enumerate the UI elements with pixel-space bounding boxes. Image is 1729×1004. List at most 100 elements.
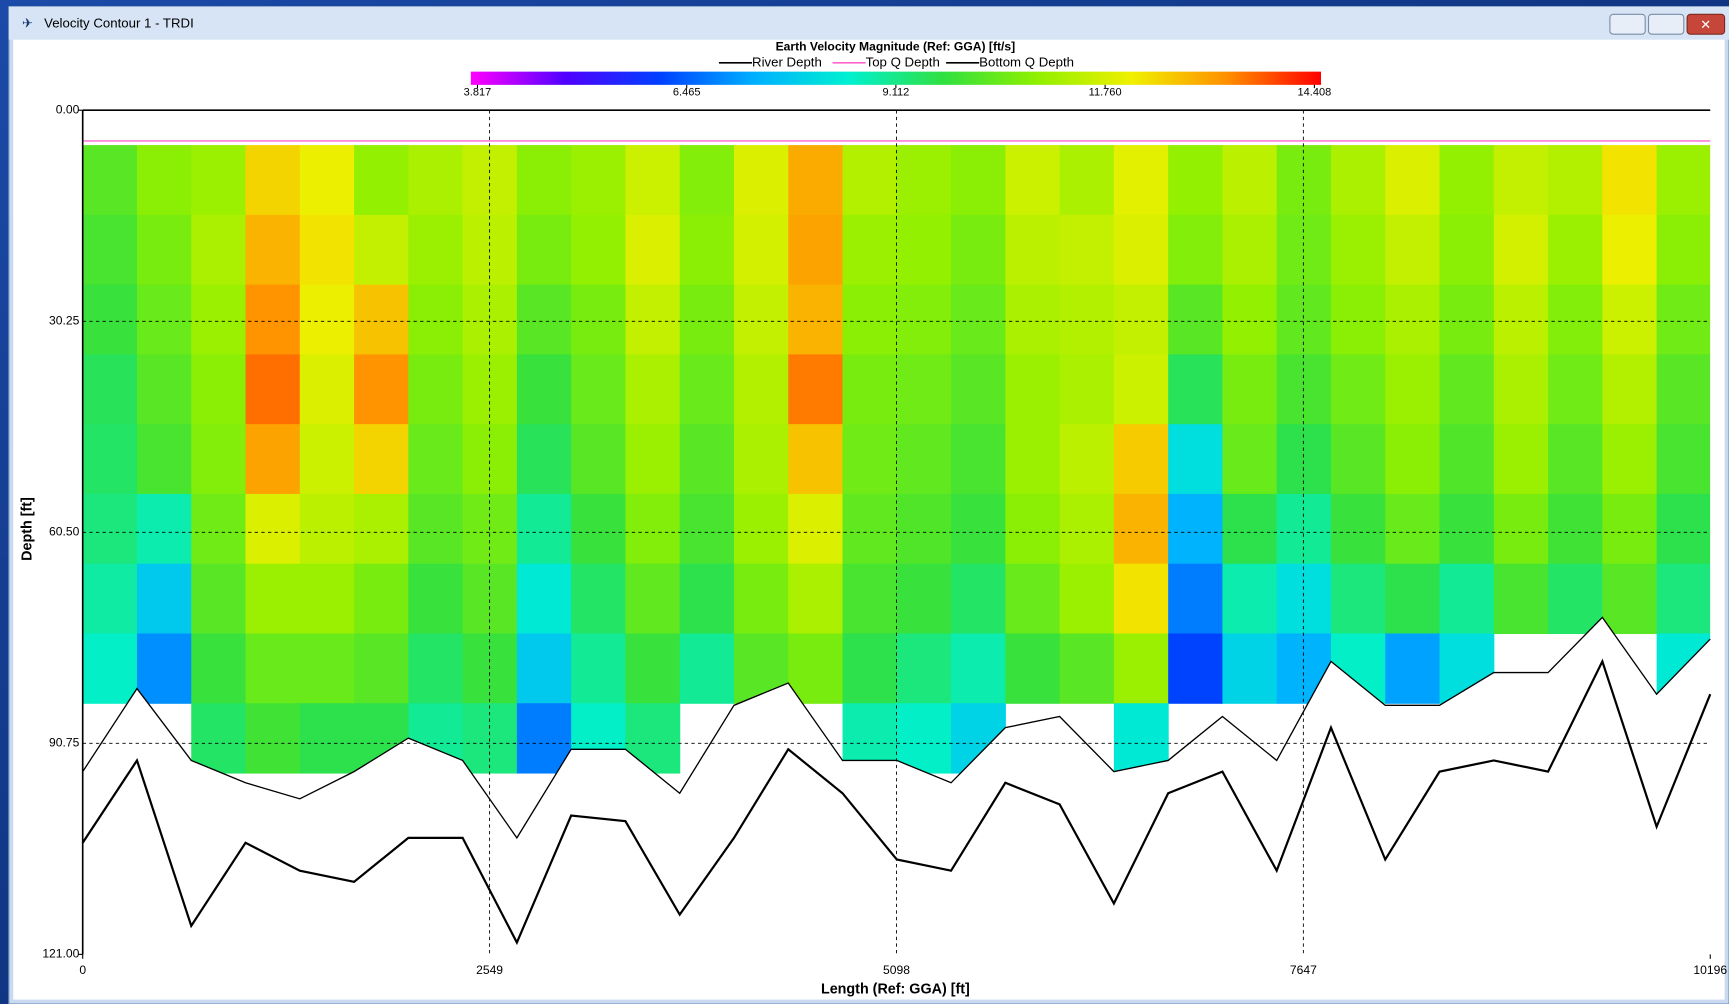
heatmap-cell: [1059, 563, 1115, 635]
heatmap-cell: [82, 284, 138, 355]
heatmap-cell: [1222, 284, 1278, 355]
heatmap-cell: [191, 354, 247, 425]
heatmap-cell: [82, 424, 138, 495]
heatmap-cell: [1656, 284, 1711, 355]
colorbar-tick-label: 3.817: [464, 86, 492, 98]
maximize-button[interactable]: [1647, 13, 1685, 35]
heatmap-cell: [82, 145, 138, 216]
chart-title: Earth Velocity Magnitude (Ref: GGA) [ft/…: [776, 40, 1016, 54]
heatmap-cell: [788, 424, 844, 495]
heatmap-cell: [1113, 493, 1169, 565]
heatmap-cell: [842, 493, 898, 565]
heatmap-cell: [1168, 563, 1223, 635]
depth-line: [81, 658, 1712, 946]
heatmap-cell: [1330, 493, 1386, 565]
heatmap-cell: [1656, 214, 1711, 286]
heatmap-cell: [1493, 424, 1549, 495]
heatmap-cell: [625, 354, 681, 425]
heatmap-cell: [354, 563, 409, 635]
heatmap-cell: [1493, 214, 1549, 286]
heatmap-cell: [1385, 214, 1441, 286]
heatmap-cell: [354, 145, 409, 216]
heatmap-cell: [1385, 354, 1441, 425]
heatmap-cell: [1005, 493, 1061, 565]
heatmap-cell: [82, 633, 138, 704]
heatmap-cell: [1005, 424, 1061, 495]
heatmap-cell: [1548, 214, 1603, 286]
heatmap-cell: [733, 424, 789, 495]
heatmap-cell: [1168, 493, 1223, 565]
heatmap-cell: [842, 563, 898, 635]
heatmap-cell: [1548, 424, 1603, 495]
heatmap-cell: [408, 354, 464, 425]
heatmap-cell: [1493, 493, 1549, 565]
heatmap-cell: [1059, 354, 1115, 425]
heatmap-cell: [136, 633, 192, 704]
heatmap-cell: [842, 214, 898, 286]
heatmap-cell: [1439, 284, 1495, 355]
minimize-button[interactable]: [1609, 13, 1646, 35]
heatmap-cell: [1439, 493, 1495, 565]
heatmap-cell: [951, 633, 1006, 704]
heatmap-cell: [354, 424, 409, 495]
heatmap-cell: [571, 633, 626, 704]
heatmap-cell: [408, 214, 464, 286]
x-tick-label: 5098: [883, 963, 910, 977]
heatmap-cell: [354, 284, 409, 355]
heatmap-cell: [1439, 424, 1495, 495]
heatmap-cell: [136, 493, 192, 565]
heatmap-cell: [1222, 354, 1278, 425]
heatmap-cell: [245, 214, 301, 286]
heatmap-cell: [1059, 493, 1115, 565]
heatmap-cell: [571, 214, 626, 286]
heatmap-cell: [299, 563, 355, 635]
heatmap-cell: [408, 424, 464, 495]
heatmap-cell: [896, 633, 952, 704]
heatmap-cell: [354, 633, 409, 704]
heatmap-cell: [951, 493, 1006, 565]
heatmap-cell: [1222, 633, 1278, 704]
heatmap-cell: [571, 563, 626, 635]
heatmap-cell: [788, 214, 844, 286]
heatmap-cell: [1005, 633, 1061, 704]
heatmap-cell: [245, 424, 301, 495]
heatmap-cell: [733, 493, 789, 565]
heatmap-cell: [1113, 563, 1169, 635]
heatmap-cell: [896, 703, 952, 774]
heatmap-cell: [1276, 284, 1332, 355]
heatmap-cell: [1602, 354, 1658, 425]
heatmap: [82, 145, 1711, 774]
heatmap-cell: [625, 214, 681, 286]
heatmap-cell: [571, 424, 626, 495]
legend-label: Bottom Q Depth: [979, 54, 1074, 69]
x-tick-label: 7647: [1290, 963, 1317, 977]
heatmap-cell: [1168, 214, 1223, 286]
heatmap-cell: [788, 633, 844, 704]
heatmap-cell: [136, 214, 192, 286]
heatmap-cell: [1059, 284, 1115, 355]
heatmap-cell: [679, 214, 735, 286]
x-tick-label: 2549: [476, 963, 503, 977]
heatmap-cell: [679, 145, 735, 216]
heatmap-cell: [625, 284, 681, 355]
heatmap-cell: [1005, 354, 1061, 425]
close-button[interactable]: [1686, 13, 1726, 35]
heatmap-cell: [299, 214, 355, 286]
x-axis-title: Length (Ref: GGA) [ft]: [821, 981, 970, 997]
heatmap-cell: [842, 424, 898, 495]
colorbar-tick-label: 6.465: [673, 86, 701, 98]
heatmap-cell: [1059, 214, 1115, 286]
heatmap-cell: [842, 145, 898, 216]
heatmap-cell: [951, 354, 1006, 425]
heatmap-cell: [733, 563, 789, 635]
heatmap-cell: [245, 633, 301, 704]
heatmap-cell: [896, 563, 952, 635]
heatmap-cell: [571, 354, 626, 425]
heatmap-cell: [679, 424, 735, 495]
heatmap-cell: [1602, 214, 1658, 286]
heatmap-cell: [1168, 633, 1223, 704]
heatmap-cell: [1168, 424, 1223, 495]
heatmap-cell: [788, 354, 844, 425]
